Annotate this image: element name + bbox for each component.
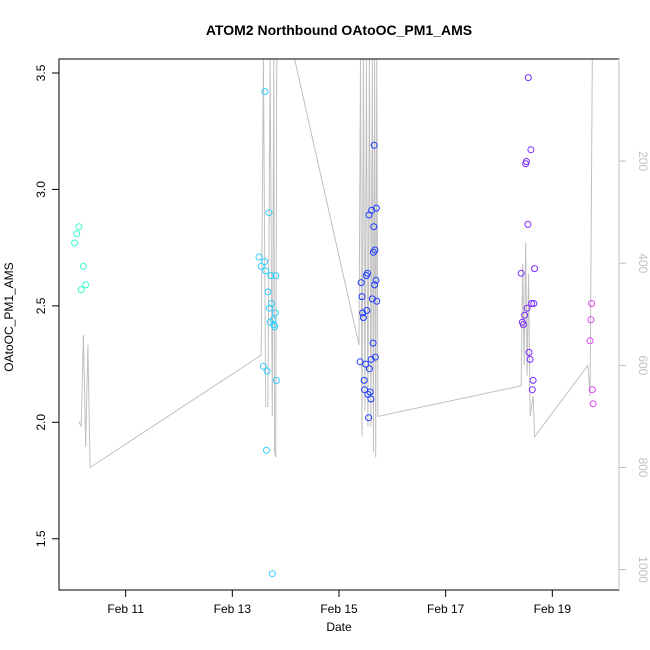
data-point <box>530 300 538 307</box>
data-point <box>365 414 373 422</box>
x-tick-label: Feb 19 <box>534 602 572 616</box>
data-point <box>586 337 594 345</box>
data-point <box>364 269 371 277</box>
data-point <box>526 355 534 363</box>
data-point <box>272 272 280 280</box>
y-tick-label: 3.0 <box>34 181 48 198</box>
x-tick-label: Feb 13 <box>214 602 252 616</box>
data-point <box>372 276 380 284</box>
data-point <box>524 74 532 82</box>
data-point <box>268 300 276 307</box>
data-point <box>588 300 596 307</box>
data-point <box>75 223 83 231</box>
data-point <box>370 223 378 231</box>
data-point <box>528 386 536 394</box>
chart-title: ATOM2 Northbound OAtoOC_PM1_AMS <box>206 22 472 38</box>
data-point <box>82 281 90 289</box>
data-point <box>527 146 535 154</box>
x-tick-label: Feb 15 <box>320 602 358 616</box>
x-tick-label: Feb 11 <box>107 602 144 616</box>
data-point <box>264 288 272 296</box>
data-point <box>529 376 537 384</box>
data-point <box>271 309 279 317</box>
data-point <box>267 272 275 280</box>
data-point <box>367 395 375 403</box>
data-point <box>362 360 370 368</box>
data-point <box>371 353 379 361</box>
data-point <box>259 362 267 370</box>
data-point <box>370 141 378 149</box>
data-point <box>366 388 374 396</box>
data-point <box>589 400 597 408</box>
data-point <box>268 570 276 578</box>
right-tick-label: 800 <box>636 457 650 477</box>
data-point <box>528 300 536 307</box>
data-point <box>531 265 539 273</box>
data-point <box>272 376 280 384</box>
data-point <box>371 281 379 289</box>
data-point <box>587 316 595 324</box>
data-point <box>525 348 533 356</box>
points-layer <box>71 74 597 578</box>
data-point <box>517 269 525 277</box>
right-tick-label: 200 <box>636 151 650 171</box>
data-point <box>77 286 85 294</box>
data-point <box>359 314 367 321</box>
data-point <box>79 262 87 270</box>
secondary-series-line <box>78 59 593 469</box>
right-tick-label: 1000 <box>636 556 650 583</box>
y-tick-label: 2.0 <box>34 414 48 431</box>
y-axis-label: OAtoOC_PM1_AMS <box>2 262 16 371</box>
data-point <box>372 204 380 212</box>
data-point <box>261 88 269 96</box>
data-point <box>262 267 270 275</box>
x-axis-label: Date <box>326 620 352 634</box>
data-point <box>71 239 79 247</box>
data-point <box>265 209 273 217</box>
data-point <box>255 253 263 261</box>
data-point <box>524 220 532 228</box>
data-point <box>588 386 596 394</box>
data-point <box>363 307 371 314</box>
data-point <box>261 258 269 266</box>
data-point <box>521 311 529 319</box>
secondary-line-layer <box>78 59 593 469</box>
data-point <box>257 262 265 270</box>
data-point <box>358 293 366 301</box>
y-tick-label: 3.5 <box>34 64 48 81</box>
data-point <box>365 365 373 373</box>
right-tick-label: 600 <box>636 355 650 375</box>
data-point <box>369 339 377 347</box>
data-point <box>357 279 365 287</box>
right-tick-label: 400 <box>636 253 650 273</box>
data-point <box>522 158 530 165</box>
data-point <box>269 316 277 324</box>
axes-layer: Feb 11 Feb 13 Feb 15 Feb 17 Feb 19 1.5 2.0 2.5 3… <box>34 59 650 616</box>
data-point <box>73 230 81 238</box>
data-point <box>367 355 375 363</box>
data-point <box>519 321 527 328</box>
data-point <box>271 323 279 331</box>
data-point <box>360 376 368 384</box>
y-tick-label: 2.5 <box>34 297 48 314</box>
data-point <box>263 367 271 375</box>
x-tick-label: Feb 17 <box>427 602 465 616</box>
data-point <box>523 304 531 312</box>
data-point <box>371 246 379 254</box>
data-point <box>262 446 270 454</box>
plot-frame <box>58 58 620 591</box>
data-point <box>373 297 381 305</box>
y-tick-label: 1.5 <box>34 530 48 547</box>
